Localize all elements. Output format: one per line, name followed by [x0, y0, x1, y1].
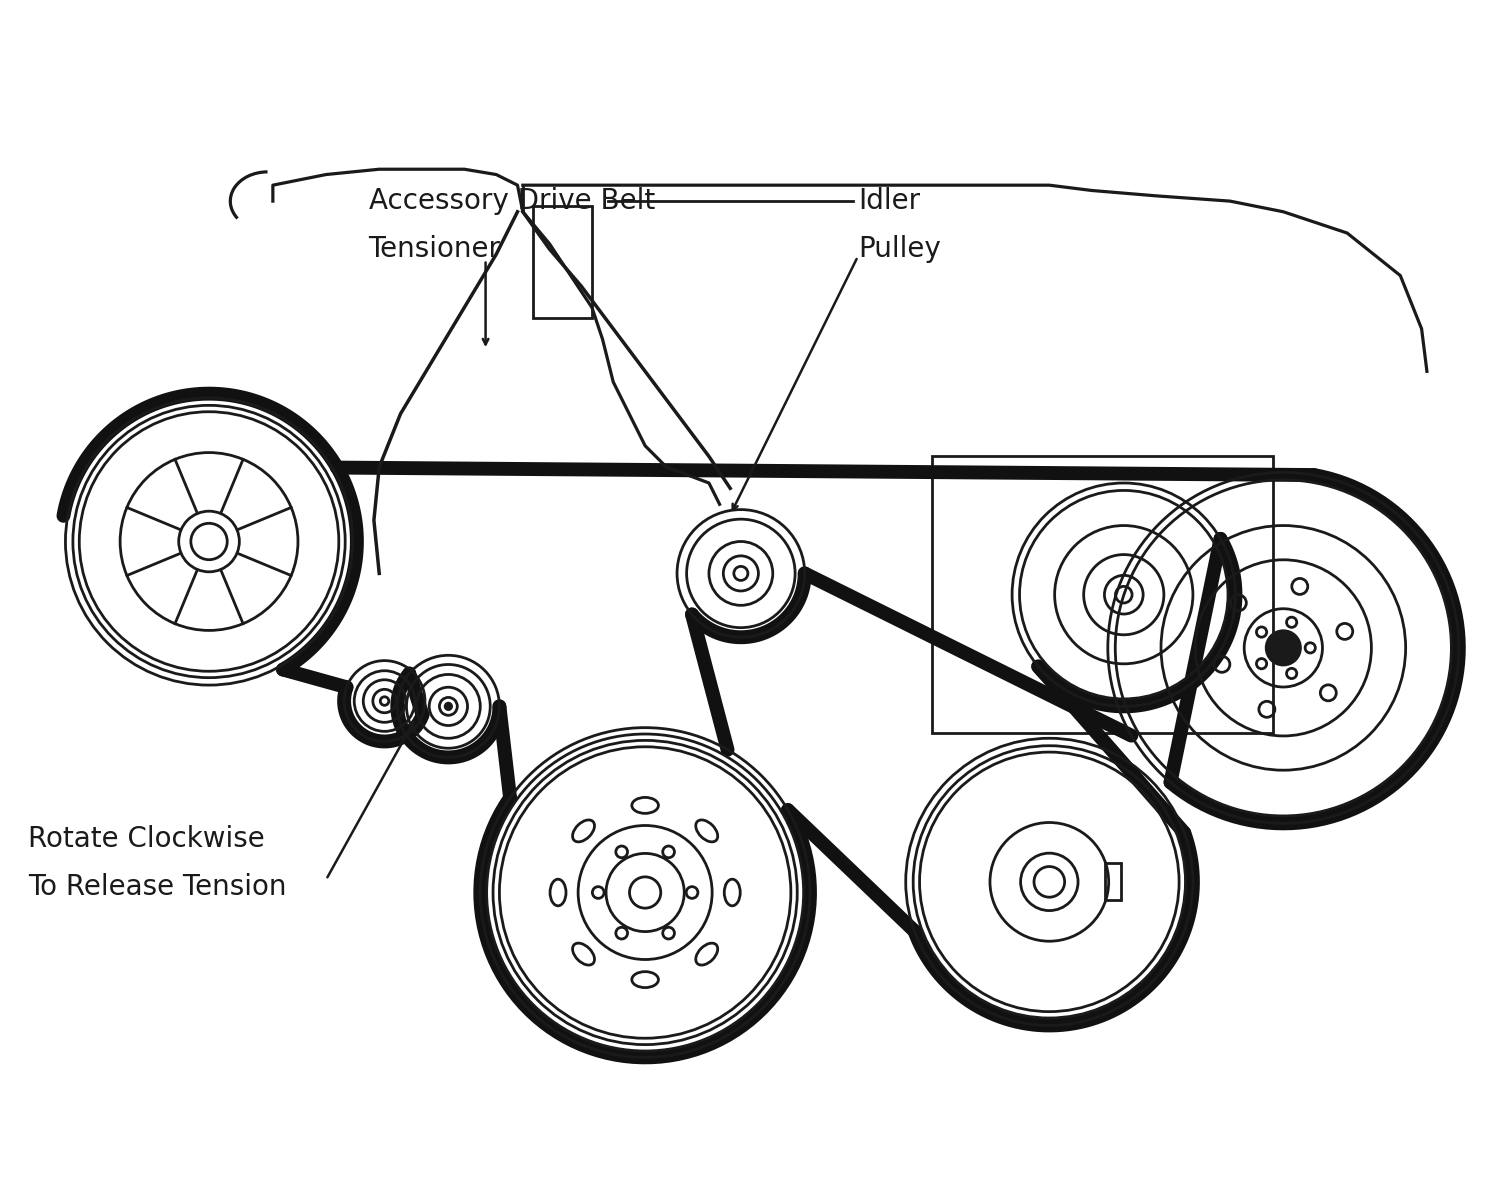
- Circle shape: [445, 703, 451, 709]
- Circle shape: [1266, 631, 1300, 665]
- Text: To Release Tension: To Release Tension: [29, 874, 287, 901]
- Text: Idler: Idler: [858, 187, 920, 215]
- Text: Tensioner: Tensioner: [368, 235, 500, 263]
- Bar: [1105, 863, 1121, 900]
- Text: Accessory Drive Belt: Accessory Drive Belt: [368, 187, 655, 215]
- Text: Pulley: Pulley: [858, 235, 941, 263]
- Bar: [534, 206, 592, 318]
- Text: Rotate Clockwise: Rotate Clockwise: [29, 826, 265, 853]
